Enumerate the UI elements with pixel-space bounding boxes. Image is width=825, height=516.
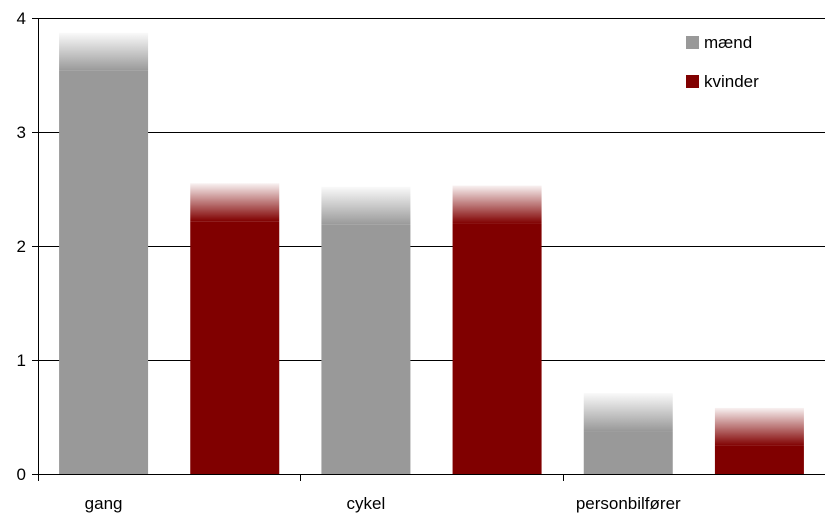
gridlines — [38, 18, 825, 361]
x-category-label-1: cykel — [347, 494, 386, 513]
axes — [32, 18, 825, 481]
bar-body — [190, 221, 280, 474]
bar-body — [714, 445, 804, 474]
y-tick-label-0: 0 — [17, 465, 26, 484]
bar-body — [583, 431, 673, 474]
y-tick-labels: 0 1 2 3 4 — [17, 9, 26, 484]
bar-body — [59, 70, 149, 474]
bar-kvinder-gang — [190, 183, 280, 474]
y-tick-label-3: 3 — [17, 123, 26, 142]
legend: mænd kvinder — [686, 33, 759, 91]
bar-body — [321, 224, 411, 474]
legend-swatch — [686, 36, 699, 49]
bar-top — [321, 186, 411, 225]
legend-label: kvinder — [704, 72, 759, 91]
x-category-labels: gang cykel personbilfører — [85, 494, 681, 513]
bar-mænd-personbilfører — [583, 393, 673, 474]
bar-kvinder-cykel — [452, 185, 542, 474]
bars — [59, 32, 804, 474]
bar-mænd-cykel — [321, 186, 411, 474]
legend-item-1: kvinder — [686, 72, 759, 91]
bar-top — [714, 407, 804, 446]
bar-mænd-gang — [59, 32, 149, 474]
bar-top — [190, 183, 280, 222]
x-category-label-0: gang — [85, 494, 123, 513]
bar-top — [452, 185, 542, 224]
bar-body — [452, 223, 542, 474]
y-tick-label-4: 4 — [17, 9, 26, 28]
x-category-label-2: personbilfører — [576, 494, 681, 513]
legend-swatch — [686, 75, 699, 88]
bar-kvinder-personbilfører — [714, 407, 804, 474]
bar-top — [59, 32, 149, 71]
legend-item-0: mænd — [686, 33, 752, 52]
legend-label: mænd — [704, 33, 752, 52]
y-tick-label-2: 2 — [17, 237, 26, 256]
bar-top — [583, 393, 673, 432]
y-tick-label-1: 1 — [17, 351, 26, 370]
